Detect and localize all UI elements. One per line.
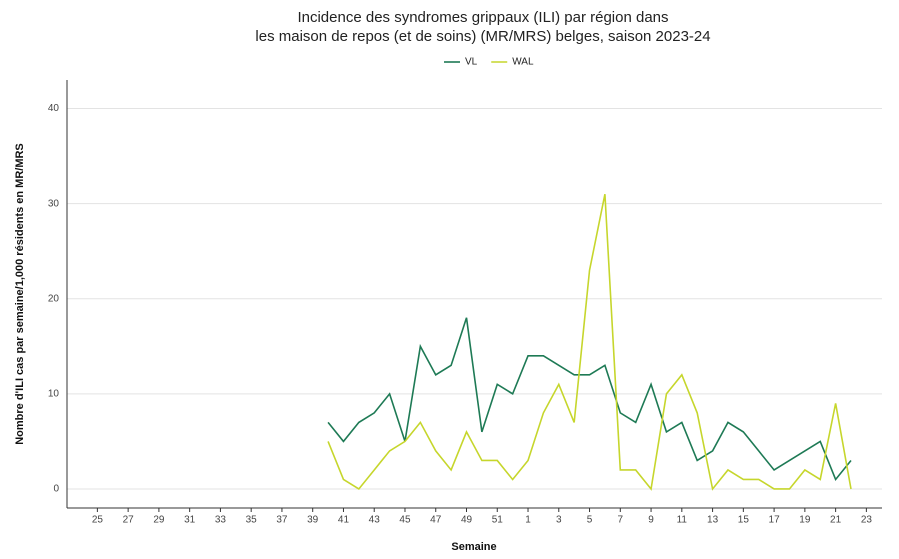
x-tick-label: 7: [618, 515, 624, 526]
x-tick-label: 29: [153, 515, 165, 526]
y-tick-label: 10: [48, 389, 60, 400]
chart-title: Incidence des syndromes grippaux (ILI) p…: [297, 9, 668, 26]
x-tick-label: 11: [677, 515, 688, 526]
y-tick-label: 20: [48, 293, 60, 304]
x-tick-label: 43: [369, 515, 381, 526]
x-tick-label: 15: [738, 515, 750, 526]
x-tick-label: 25: [92, 515, 104, 526]
y-tick-label: 30: [48, 198, 60, 209]
x-tick-label: 1: [525, 515, 531, 526]
y-tick-label: 0: [53, 484, 59, 495]
x-axis-title: Semaine: [451, 541, 496, 553]
legend-label: VL: [465, 57, 478, 68]
x-tick-label: 27: [123, 515, 135, 526]
x-tick-label: 31: [184, 515, 196, 526]
line-series: [327, 193, 852, 491]
x-tick-label: 33: [215, 515, 227, 526]
x-tick-label: 13: [707, 515, 719, 526]
x-tick-label: 47: [430, 515, 442, 526]
x-tick-label: 3: [556, 515, 562, 526]
x-tick-label: 9: [648, 515, 654, 526]
x-tick-label: 23: [861, 515, 873, 526]
x-tick-label: 5: [587, 515, 593, 526]
x-tick-label: 45: [399, 515, 411, 526]
x-tick-label: 17: [769, 515, 781, 526]
x-tick-label: 19: [799, 515, 811, 526]
y-axis-title: Nombre d'ILI cas par semaine/1,000 résid…: [14, 143, 26, 445]
line-series: [327, 317, 852, 482]
x-tick-label: 49: [461, 515, 473, 526]
x-tick-label: 41: [338, 515, 350, 526]
legend-label: WAL: [512, 57, 534, 68]
x-tick-label: 51: [492, 515, 504, 526]
y-tick-label: 40: [48, 103, 60, 114]
x-tick-label: 21: [830, 515, 842, 526]
x-tick-label: 35: [246, 515, 258, 526]
x-tick-label: 37: [276, 515, 288, 526]
chart-subtitle: les maison de repos (et de soins) (MR/MR…: [255, 28, 710, 45]
x-tick-label: 39: [307, 515, 319, 526]
